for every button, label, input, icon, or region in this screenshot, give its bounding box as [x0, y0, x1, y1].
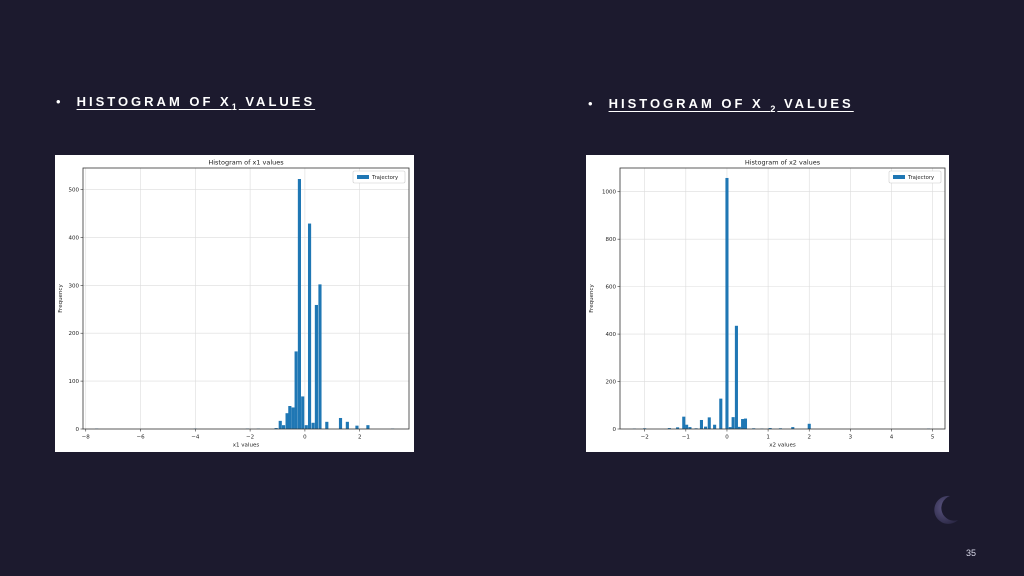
histogram-bar — [685, 424, 689, 429]
histogram-bar — [288, 406, 292, 429]
y-tick-label: 300 — [69, 283, 80, 289]
x-tick-label: 0 — [303, 435, 307, 441]
histogram-x2-chart: −2 −1 0 1 2 3 4 5 0 200 400 600 800 1000 Histogram of … — [589, 159, 946, 449]
histogram-bar — [704, 426, 708, 429]
histogram-bar — [699, 419, 703, 429]
x-tick-label: −1 — [682, 435, 690, 441]
x-tick-label: 2 — [358, 435, 362, 441]
y-tick-label: 600 — [606, 285, 617, 291]
x-tick-label: 0 — [725, 435, 729, 441]
plot-frame — [619, 167, 946, 430]
histogram-bar — [688, 427, 692, 429]
histogram-bar — [807, 423, 811, 429]
histogram-bar — [676, 427, 680, 429]
legend-box — [352, 170, 406, 184]
chart-panel-x2: −2 −1 0 1 2 3 4 5 0 200 400 600 800 1000 Histogram of … — [586, 155, 949, 452]
x-tick-label: −8 — [82, 435, 91, 441]
histogram-bar — [791, 427, 795, 429]
histogram-bar — [311, 422, 315, 429]
crescent-moon-icon — [934, 495, 958, 524]
histogram-bar — [318, 284, 322, 429]
histogram-bar — [278, 420, 282, 429]
heading-subscript: 1 — [231, 101, 237, 112]
histogram-bar — [304, 425, 308, 429]
y-tick-label: 500 — [69, 188, 80, 194]
heading-suffix: VALUES — [238, 94, 316, 109]
heading-prefix: HISTOGRAM OF X — [608, 96, 771, 111]
histogram-bar — [301, 396, 305, 429]
histogram-bar — [713, 424, 717, 429]
y-tick-label: 1000 — [602, 190, 616, 196]
histogram-bar — [707, 417, 711, 429]
y-tick-label: 0 — [76, 427, 80, 433]
heading-text: HISTOGRAM OF X1 VALUES — [76, 94, 316, 112]
histogram-bar — [297, 179, 301, 429]
y-tick-label: 200 — [69, 331, 80, 337]
histogram-bar — [667, 428, 671, 429]
y-axis-label: Frequency — [58, 284, 64, 313]
histogram-bar — [743, 418, 748, 429]
x-tick-label: 5 — [931, 435, 935, 441]
histogram-bar — [294, 351, 298, 429]
histogram-bar — [768, 428, 772, 429]
histogram-bar — [291, 407, 295, 429]
histogram-bar — [281, 425, 286, 429]
histogram-bar — [314, 304, 318, 429]
x-tick-label: −2 — [246, 435, 254, 441]
legend-swatch — [357, 175, 369, 179]
heading-subscript: 2 — [770, 103, 776, 114]
histogram-bar — [734, 325, 738, 429]
heading-x2-histogram: • HISTOGRAM OF X 2 VALUES — [588, 96, 854, 114]
bullet: • — [56, 94, 61, 109]
heading-suffix: VALUES — [777, 96, 854, 111]
x-tick-label: −4 — [191, 435, 200, 441]
histogram-bar — [274, 428, 278, 429]
histogram-bar — [682, 416, 686, 429]
chart-panel-x1: −8 −6 −4 −2 0 2 0 100 200 300 400 500 Histogram of x… — [55, 155, 414, 452]
heading-x1-histogram: • HISTOGRAM OF X1 VALUES — [56, 94, 315, 112]
x-tick-label: 2 — [807, 435, 811, 441]
x-tick-label: 4 — [890, 435, 894, 441]
plot-frame — [82, 167, 410, 430]
histogram-bar — [366, 425, 370, 429]
x-axis-label: x1 values — [233, 443, 260, 449]
y-tick-label: 0 — [613, 427, 617, 433]
histogram-bar — [355, 425, 359, 429]
histogram-bar — [737, 426, 741, 429]
chart-title: Histogram of x2 values — [745, 159, 821, 167]
y-tick-label: 200 — [606, 380, 617, 386]
legend-box — [888, 170, 942, 184]
x-tick-label: 1 — [766, 435, 770, 441]
histogram-bar — [728, 427, 732, 429]
heading-prefix: HISTOGRAM OF X — [76, 94, 232, 109]
histogram-bar — [741, 419, 745, 429]
histogram-bar — [731, 417, 735, 429]
histogram-bar — [325, 421, 329, 429]
bullet: • — [588, 96, 593, 111]
slide-number: 35 — [965, 548, 976, 558]
x-tick-label: −2 — [641, 435, 649, 441]
y-tick-label: 400 — [69, 235, 80, 241]
legend-swatch — [893, 175, 905, 179]
x-axis-label: x2 values — [769, 443, 796, 449]
histogram-bar — [719, 398, 723, 429]
legend-label: Trajectory — [907, 175, 934, 181]
legend-label: Trajectory — [371, 175, 398, 181]
histogram-bar — [345, 421, 349, 429]
histogram-x1-chart: −8 −6 −4 −2 0 2 0 100 200 300 400 500 Histogram of x… — [58, 159, 410, 449]
histogram-bar — [307, 223, 312, 429]
x-tick-label: −6 — [136, 435, 145, 441]
heading-text: HISTOGRAM OF X 2 VALUES — [608, 96, 854, 114]
y-axis-label: Frequency — [589, 284, 595, 313]
chart-title: Histogram of x1 values — [208, 159, 284, 167]
histogram-bar — [285, 413, 289, 429]
y-tick-label: 400 — [606, 332, 617, 338]
y-tick-label: 100 — [69, 379, 80, 385]
x-tick-label: 3 — [849, 435, 853, 441]
histogram-bar — [338, 417, 343, 429]
histogram-bar — [725, 177, 729, 429]
y-tick-label: 800 — [606, 237, 617, 243]
